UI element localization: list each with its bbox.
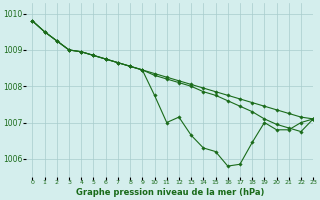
X-axis label: Graphe pression niveau de la mer (hPa): Graphe pression niveau de la mer (hPa) xyxy=(76,188,264,197)
